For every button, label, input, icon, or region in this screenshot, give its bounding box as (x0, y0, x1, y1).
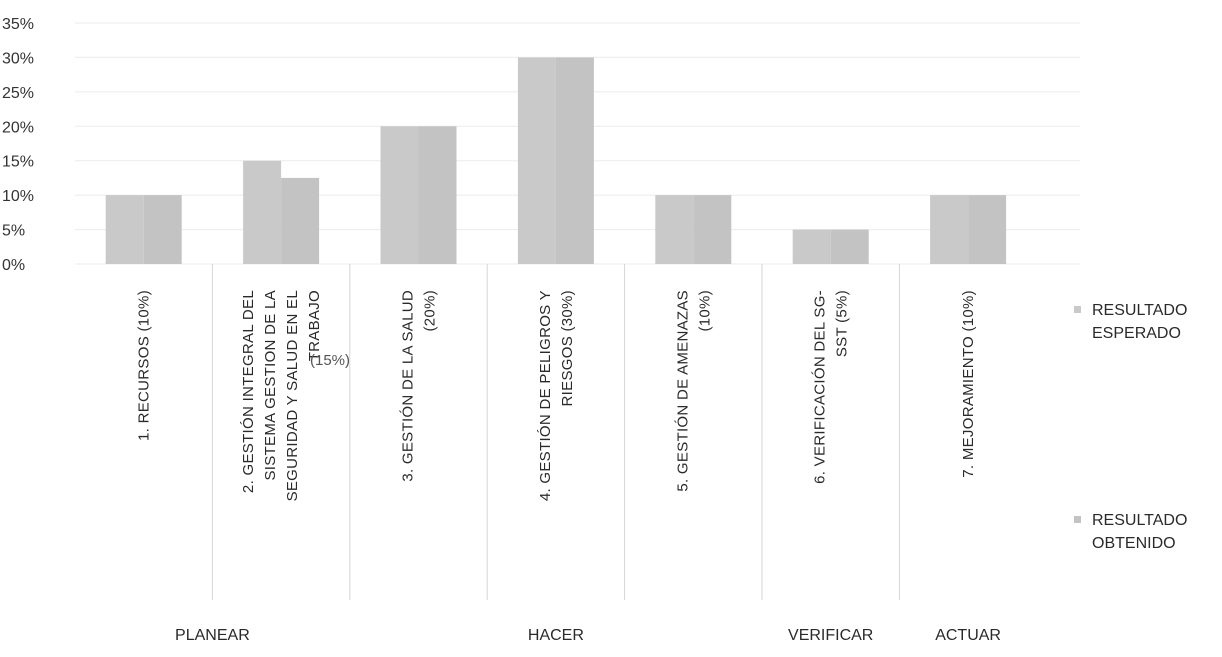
category-label-line: TRABAJO (306, 290, 323, 361)
annotation-label: (15%) (310, 352, 350, 369)
phase-label: HACER (528, 627, 584, 644)
legend-label: OBTENIDO (1092, 535, 1176, 552)
category-label-line: 2. GESTIÓN INTEGRAL DEL (240, 290, 257, 493)
category-label: 3. GESTIÓN DE LA SALUD (20%) (400, 290, 439, 482)
category-label-line: 1. RECURSOS (10%) (136, 290, 153, 441)
y-tick-label: 5% (2, 223, 25, 240)
bar-obtenido (143, 195, 182, 264)
category-label: 4. GESTIÓN DE PELIGROS Y RIESGOS (30%) (537, 290, 576, 501)
category-label-line: 6. VERIFICACIÓN DEL SG- (812, 290, 829, 484)
bar-esperado (380, 126, 419, 265)
bars (105, 57, 1007, 265)
category-labels: 1. RECURSOS (10%) 2. GESTIÓN INTEGRAL DEL… (136, 290, 977, 501)
phase-label: PLANEAR (175, 627, 250, 644)
y-tick-label: 10% (2, 188, 34, 205)
phase-labels: PLANEAR HACER VERIFICAR ACTUAR (175, 627, 1001, 644)
phase-label: ACTUAR (935, 627, 1001, 644)
bar-obtenido (555, 57, 594, 264)
category-label-line: SISTEMA GESTION DE LA (262, 290, 279, 481)
category-label-line: (20%) (422, 290, 439, 332)
category-separators (211, 264, 900, 600)
category-label: 2. GESTIÓN INTEGRAL DEL SISTEMA GESTION D… (240, 290, 323, 501)
category-label: 1. RECURSOS (10%) (136, 290, 153, 441)
y-axis: 0% 5% 10% 15% 20% 25% 30% 35% (2, 16, 34, 274)
category-label-line: RIESGOS (30%) (559, 290, 576, 406)
category-label: 6. VERIFICACIÓN DEL SG- SST (5%) (812, 290, 851, 484)
bar-esperado (243, 160, 282, 264)
bar-esperado (792, 229, 831, 264)
bar-obtenido (830, 229, 869, 264)
category-label: 7. MEJORAMIENTO (10%) (960, 290, 977, 478)
legend-swatch (1074, 306, 1081, 313)
bar-obtenido (281, 177, 320, 264)
category-label-line: SEGURIDAD Y SALUD EN EL (284, 290, 301, 501)
legend-label: ESPERADO (1092, 325, 1181, 342)
category-label-line: 5. GESTIÓN DE AMENAZAS (674, 290, 691, 492)
category-label-line: (10%) (696, 290, 713, 332)
y-tick-label: 30% (2, 50, 34, 67)
category-label-line: 7. MEJORAMIENTO (10%) (960, 290, 977, 478)
bar-obtenido (693, 195, 732, 264)
legend-label: RESULTADO (1092, 302, 1187, 319)
phase-label: VERIFICAR (788, 627, 873, 644)
bar-obtenido (418, 126, 457, 265)
legend-label: RESULTADO (1092, 512, 1187, 529)
bar-esperado (517, 57, 556, 264)
category-label-line: 4. GESTIÓN DE PELIGROS Y (537, 290, 554, 501)
legend: RESULTADO ESPERADO RESULTADO OBTENIDO (1074, 302, 1187, 552)
y-tick-label: 25% (2, 85, 34, 102)
bar-esperado (930, 195, 969, 264)
bar-esperado (655, 195, 694, 264)
y-tick-label: 20% (2, 119, 34, 136)
bar-obtenido (968, 195, 1007, 264)
bar-esperado (105, 195, 144, 264)
category-label: 5. GESTIÓN DE AMENAZAS (10%) (674, 290, 713, 492)
category-label-line: SST (5%) (834, 290, 851, 357)
y-tick-label: 35% (2, 16, 34, 33)
legend-swatch (1074, 516, 1081, 523)
category-label-line: 3. GESTIÓN DE LA SALUD (400, 290, 417, 482)
y-tick-label: 15% (2, 154, 34, 171)
y-tick-label: 0% (2, 257, 25, 274)
